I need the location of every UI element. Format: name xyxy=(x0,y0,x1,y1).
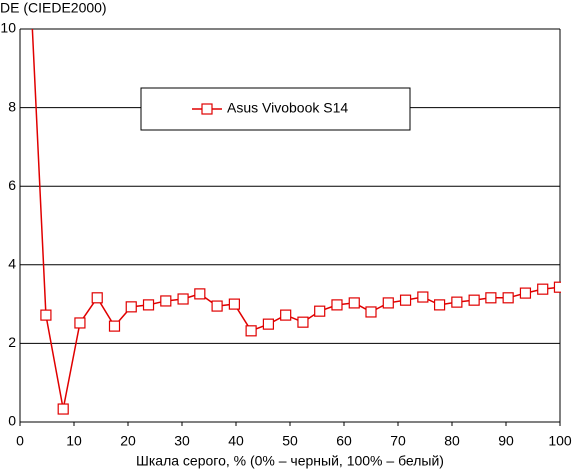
x-tick-label: 30 xyxy=(174,433,190,449)
point-marker xyxy=(280,309,292,321)
x-axis-label: Шкала серого, % (0% – черный, 100% – бел… xyxy=(136,453,444,469)
point-marker xyxy=(40,309,52,321)
x-tick-label: 100 xyxy=(548,433,572,449)
x-tick-label: 50 xyxy=(282,433,298,449)
point-marker xyxy=(502,292,514,304)
point-marker xyxy=(108,320,121,332)
point-marker xyxy=(74,317,86,329)
point-marker xyxy=(57,403,69,415)
point-marker xyxy=(262,318,274,330)
legend-marker xyxy=(201,103,213,115)
point-marker xyxy=(160,295,172,307)
point-marker xyxy=(537,283,549,295)
y-tick-label: 8 xyxy=(8,98,16,114)
point-marker xyxy=(228,298,240,310)
y-tick-label: 4 xyxy=(8,256,16,272)
point-marker xyxy=(553,281,561,293)
point-marker xyxy=(245,325,257,337)
point-marker xyxy=(348,297,360,309)
y-tick-label: 0 xyxy=(8,413,16,429)
point-marker xyxy=(417,291,429,303)
point-marker xyxy=(125,301,137,313)
point-marker xyxy=(433,299,446,311)
legend-box xyxy=(140,87,411,131)
x-tick-label: 60 xyxy=(336,433,352,449)
point-marker xyxy=(519,287,532,299)
point-marker xyxy=(468,294,480,306)
point-marker xyxy=(177,293,189,305)
point-marker xyxy=(382,297,394,309)
point-marker xyxy=(194,288,206,300)
x-tick-label: 70 xyxy=(390,433,406,449)
point-marker xyxy=(399,294,412,306)
point-marker xyxy=(211,300,223,312)
y-tick-label: 10 xyxy=(0,20,16,36)
x-tick-label: 90 xyxy=(498,433,514,449)
y-tick-label: 6 xyxy=(8,177,16,193)
y-tick-label: 2 xyxy=(8,334,16,350)
point-marker xyxy=(91,292,103,304)
point-marker xyxy=(314,305,326,317)
legend-label: Asus Vivobook S14 xyxy=(227,100,348,116)
x-tick-label: 0 xyxy=(16,433,24,449)
point-marker xyxy=(451,296,463,308)
x-tick-label: 20 xyxy=(120,433,136,449)
y-axis-label: DE (CIEDE2000) xyxy=(0,0,107,16)
x-tick-label: 40 xyxy=(228,433,244,449)
point-marker xyxy=(331,299,343,311)
point-marker xyxy=(142,299,155,311)
x-tick-label: 10 xyxy=(66,433,82,449)
point-marker xyxy=(485,292,497,304)
x-tick-label: 80 xyxy=(444,433,460,449)
point-marker xyxy=(365,306,377,318)
series-line xyxy=(31,29,560,410)
point-marker xyxy=(297,316,309,328)
